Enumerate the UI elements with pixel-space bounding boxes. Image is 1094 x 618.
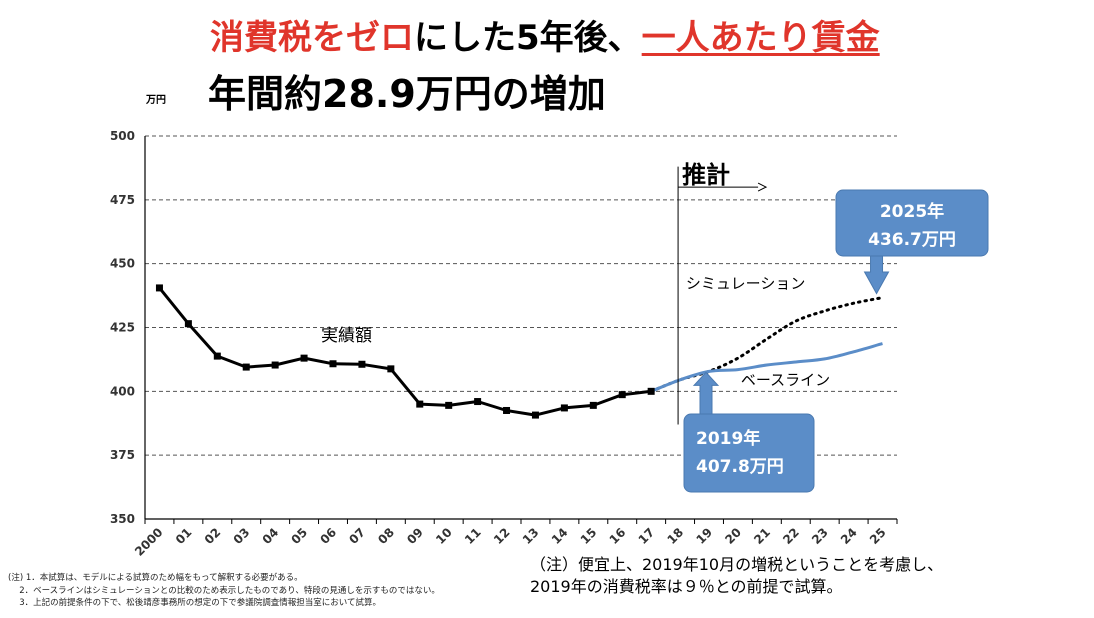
series-actual-point	[242, 363, 250, 371]
x-tick-label: 02	[202, 525, 224, 547]
series-actual-point	[474, 398, 482, 406]
x-tick-label: 07	[346, 525, 368, 547]
footnote-small-line3: 3．上記の前提条件の下で、松後靖彦事務所の想定の下で参議院調査情報担当室において…	[8, 598, 382, 608]
headline-red-part: 消費税をゼロ	[210, 18, 414, 58]
series-actual-point	[155, 284, 163, 292]
series-actual-point	[618, 391, 626, 399]
callout-2025-arrow	[863, 255, 890, 295]
footnote-small-line2: 2．ベースラインはシミュレーションとの比較のため表示したものであり、特段の見通し…	[8, 585, 440, 596]
x-tick-label: 04	[260, 525, 282, 547]
series-actual-point	[300, 354, 308, 362]
x-tick-label: 21	[751, 525, 773, 547]
series-actual-point	[560, 404, 568, 412]
x-tick-label: 20	[722, 525, 744, 547]
y-tick-label: 475	[110, 193, 135, 207]
x-tick-label: 12	[491, 525, 513, 547]
x-tick-label: 11	[462, 525, 484, 547]
footnote-small: (注) 1．本試算は、モデルによる試算のため幅をもって解釈する必要がある。 2．…	[8, 572, 440, 610]
x-tick-label: 15	[578, 525, 600, 547]
y-tick-label: 450	[110, 257, 135, 271]
series-actual-point	[213, 352, 221, 360]
headline-line1: 消費税をゼロにした5年後、一人あたり賃金	[210, 16, 880, 60]
series-actual-point	[387, 365, 395, 373]
label-actual: 実績額	[321, 326, 372, 346]
x-tick-label: 06	[317, 525, 339, 547]
x-tick-label: 24	[838, 525, 860, 547]
footnote-jp-line2: 2019年の消費税率は９％との前提で試算。	[530, 577, 843, 596]
x-tick-label: 18	[664, 525, 686, 547]
series-actual-point	[647, 387, 655, 395]
series-actual-point	[445, 401, 453, 409]
series-actual-point	[416, 400, 424, 408]
series-baseline-line	[650, 342, 883, 393]
x-tick-label: 05	[288, 525, 310, 547]
x-tick-label: 14	[549, 525, 571, 547]
x-tick-label: 03	[231, 525, 253, 547]
headline-underlined-part: 一人あたり賃金	[641, 18, 880, 58]
x-tick-label: 09	[404, 525, 426, 547]
forecast-arrow-head	[757, 182, 768, 192]
footnote-jp-line1: （注）便宜上、2019年10月の増税ということを考慮し、	[530, 555, 944, 574]
callout-2025-year: 2025年	[880, 201, 944, 222]
y-unit-label: 万円	[146, 95, 166, 106]
x-tick-label: 01	[173, 525, 195, 547]
y-tick-label: 400	[110, 384, 135, 398]
series-actual-point	[589, 401, 597, 409]
callout-2019-year: 2019年	[696, 428, 760, 449]
callout-2019-box	[683, 413, 815, 493]
series-actual-line	[158, 286, 652, 417]
series-actual-point	[358, 360, 366, 368]
y-tick-label: 500	[110, 129, 135, 143]
label-baseline: ベースライン	[741, 371, 830, 389]
x-tick-label: 10	[433, 525, 455, 547]
x-tick-label: 25	[867, 525, 889, 547]
x-tick-label: 22	[780, 525, 802, 547]
x-tick-label: 13	[520, 525, 542, 547]
x-tick-label: 16	[607, 525, 629, 547]
callout-2019-arrow	[692, 371, 720, 415]
label-simulation: シミュレーション	[686, 275, 805, 293]
callout-2025-box	[835, 189, 989, 257]
x-tick-label: 23	[809, 525, 831, 547]
series-actual-point	[329, 360, 337, 368]
forecast-label: 推計	[682, 161, 730, 189]
callout-2019-value: 407.8万円	[696, 457, 784, 477]
series-actual-point	[184, 320, 192, 328]
y-tick-label: 425	[110, 321, 135, 335]
callout-2025-value: 436.7万円	[868, 230, 956, 250]
headline-line2: 年間約28.9万円の増加	[208, 72, 606, 116]
footnote-small-line1: (注) 1．本試算は、モデルによる試算のため幅をもって解釈する必要がある。	[8, 573, 303, 583]
y-tick-label: 350	[110, 512, 135, 526]
x-tick-label: 17	[636, 525, 658, 547]
headline-mid-part: にした5年後、	[414, 18, 642, 58]
series-actual-point	[531, 411, 539, 419]
x-tick-label: 08	[375, 525, 397, 547]
series-actual-point	[503, 406, 511, 414]
series-actual-point	[271, 361, 279, 369]
x-tick-label: 19	[693, 525, 715, 547]
x-tick-label: 2000	[132, 525, 166, 559]
footnote-jp: （注）便宜上、2019年10月の増税ということを考慮し、 2019年の消費税率は…	[530, 554, 943, 598]
y-tick-label: 375	[110, 448, 135, 462]
